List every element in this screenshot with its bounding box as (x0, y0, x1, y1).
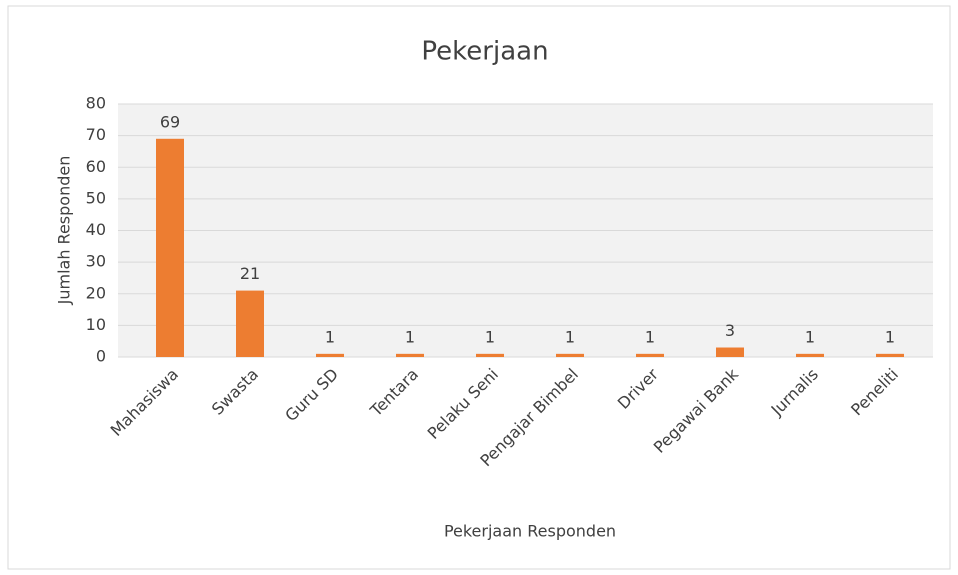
data-label: 21 (240, 264, 260, 283)
bar (556, 353, 584, 357)
y-tick-label: 20 (86, 283, 106, 302)
data-label: 1 (325, 327, 335, 346)
bar (636, 353, 664, 357)
data-label: 1 (805, 327, 815, 346)
y-tick-label: 40 (86, 220, 106, 239)
data-label: 1 (565, 327, 575, 346)
bar (236, 290, 264, 357)
bar (716, 347, 744, 357)
bar (316, 353, 344, 357)
bar (156, 138, 184, 357)
y-tick-label: 80 (86, 94, 106, 113)
bar (476, 353, 504, 357)
y-tick-label: 50 (86, 188, 106, 207)
y-axis-title: Jumlah Responden (55, 156, 74, 306)
data-label: 1 (645, 327, 655, 346)
x-axis-title: Pekerjaan Responden (444, 522, 616, 541)
bar (796, 353, 824, 357)
chart-title: Pekerjaan (421, 37, 548, 67)
data-label: 3 (725, 321, 735, 340)
data-label: 1 (485, 327, 495, 346)
y-tick-label: 10 (86, 315, 106, 334)
bar (876, 353, 904, 357)
data-label: 1 (885, 327, 895, 346)
y-tick-label: 0 (96, 347, 106, 366)
bar (396, 353, 424, 357)
y-tick-label: 60 (86, 157, 106, 176)
y-tick-label: 70 (86, 125, 106, 144)
data-label: 1 (405, 327, 415, 346)
data-label: 69 (160, 112, 180, 131)
y-tick-label: 30 (86, 252, 106, 271)
